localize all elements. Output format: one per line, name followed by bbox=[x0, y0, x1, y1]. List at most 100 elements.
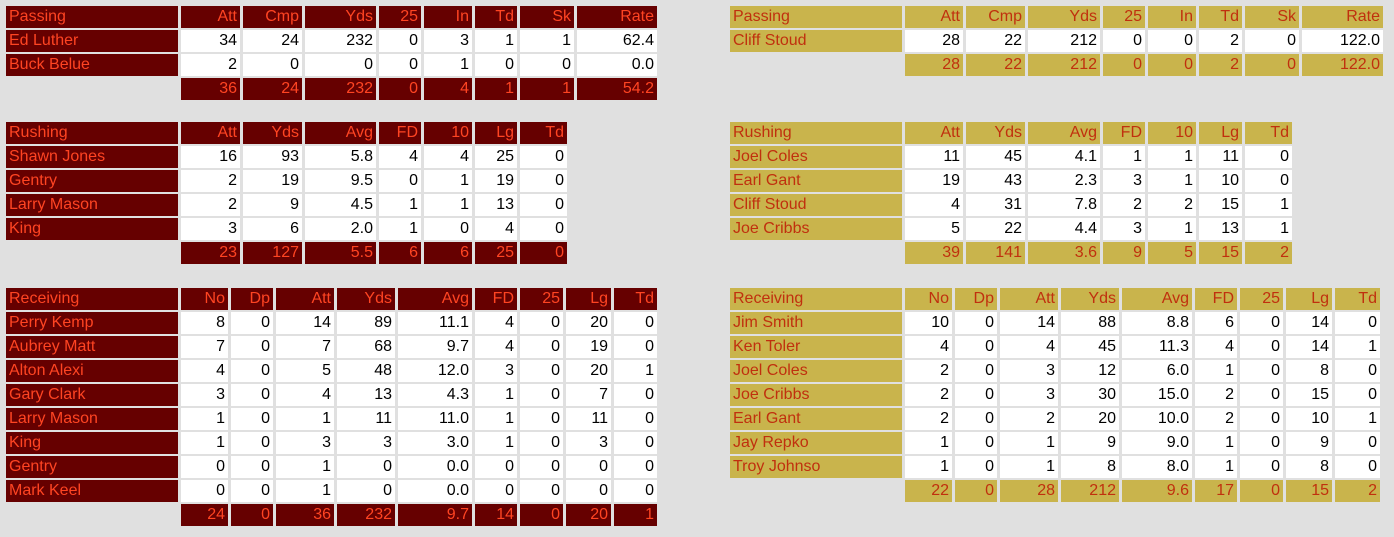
total-cell: 28 bbox=[905, 54, 963, 76]
stat-cell: 1 bbox=[1148, 218, 1196, 240]
stat-cell: 3 bbox=[1000, 360, 1058, 382]
stat-cell: 45 bbox=[966, 146, 1025, 168]
stat-cell: 1 bbox=[181, 408, 228, 430]
stat-cell: 0 bbox=[520, 194, 567, 216]
stat-cell: 0 bbox=[520, 54, 574, 76]
column-header: 25 bbox=[1240, 288, 1283, 310]
total-cell: 0 bbox=[231, 504, 273, 526]
column-header: Td bbox=[614, 288, 657, 310]
total-cell: 2 bbox=[1335, 480, 1380, 502]
player-name: Perry Kemp bbox=[6, 312, 178, 334]
column-header: Lg bbox=[1286, 288, 1332, 310]
stat-cell: 11 bbox=[566, 408, 611, 430]
column-header: In bbox=[424, 6, 472, 28]
stat-cell: 12.0 bbox=[398, 360, 472, 382]
stat-cell: 0 bbox=[955, 336, 997, 358]
totals-row: 23 127 5.5 6 6 25 0 bbox=[6, 242, 567, 264]
player-name: Jay Repko bbox=[730, 432, 902, 454]
section-title: Receiving bbox=[730, 288, 902, 310]
stat-cell: 7 bbox=[566, 384, 611, 406]
right-receiving-table: Receiving No Dp Att Yds Avg FD 25 Lg Td Jim Smith 1… bbox=[727, 286, 1383, 504]
stat-cell: 4 bbox=[424, 146, 472, 168]
stat-cell: 4 bbox=[1195, 336, 1237, 358]
column-header: Yds bbox=[966, 122, 1025, 144]
left-receiving-table: Receiving No Dp Att Yds Avg FD 25 Lg Td Perry Kemp… bbox=[3, 286, 660, 528]
column-header: Avg bbox=[398, 288, 472, 310]
header-row: Rushing Att Yds Avg FD 10 Lg Td bbox=[730, 122, 1292, 144]
section-title: Passing bbox=[730, 6, 902, 28]
stat-cell: 0 bbox=[337, 480, 395, 502]
stat-cell: 0 bbox=[231, 432, 273, 454]
column-header: FD bbox=[475, 288, 517, 310]
stat-cell: 212 bbox=[1028, 30, 1100, 52]
stat-cell: 0.0 bbox=[398, 480, 472, 502]
player-name: Gentry bbox=[6, 456, 178, 478]
stat-cell: 34 bbox=[181, 30, 240, 52]
column-header: Td bbox=[1335, 288, 1380, 310]
column-header: Sk bbox=[1245, 6, 1299, 28]
column-header: 25 bbox=[520, 288, 563, 310]
stat-cell: 11.0 bbox=[398, 408, 472, 430]
stat-cell: 9 bbox=[1286, 432, 1332, 454]
player-row: Larry Mason 1 0 1 11 11.0 1 0 11 0 bbox=[6, 408, 657, 430]
stat-cell: 0 bbox=[231, 384, 273, 406]
total-cell: 24 bbox=[181, 504, 228, 526]
stat-cell: 12 bbox=[1061, 360, 1119, 382]
column-header: Dp bbox=[231, 288, 273, 310]
stat-cell: 45 bbox=[1061, 336, 1119, 358]
total-cell: 0 bbox=[1245, 54, 1299, 76]
totals-spacer bbox=[6, 504, 178, 526]
stat-cell: 1 bbox=[1335, 408, 1380, 430]
stat-cell: 1 bbox=[475, 30, 517, 52]
column-header: Rate bbox=[577, 6, 657, 28]
stat-cell: 43 bbox=[966, 170, 1025, 192]
totals-row: 39 141 3.6 9 5 15 2 bbox=[730, 242, 1292, 264]
section-title: Rushing bbox=[730, 122, 902, 144]
stat-cell: 0 bbox=[1148, 30, 1196, 52]
total-cell: 9.6 bbox=[1122, 480, 1192, 502]
stat-cell: 0 bbox=[955, 408, 997, 430]
stat-cell: 1 bbox=[475, 432, 517, 454]
stat-cell: 2 bbox=[181, 194, 240, 216]
player-name: Joe Cribbs bbox=[730, 384, 902, 406]
player-name: Cliff Stoud bbox=[730, 194, 902, 216]
stat-cell: 0 bbox=[1240, 432, 1283, 454]
stat-cell: 19 bbox=[243, 170, 302, 192]
stat-cell: 1 bbox=[379, 194, 421, 216]
stat-cell: 2 bbox=[905, 360, 952, 382]
total-cell: 0 bbox=[1148, 54, 1196, 76]
total-cell: 9.7 bbox=[398, 504, 472, 526]
section-title: Rushing bbox=[6, 122, 178, 144]
stat-cell: 0 bbox=[1240, 336, 1283, 358]
player-row: King 3 6 2.0 1 0 4 0 bbox=[6, 218, 567, 240]
stat-cell: 4.1 bbox=[1028, 146, 1100, 168]
column-header: Sk bbox=[520, 6, 574, 28]
player-row: Joel Coles 11 45 4.1 1 1 11 0 bbox=[730, 146, 1292, 168]
stat-cell: 0 bbox=[379, 30, 421, 52]
player-row: Joe Cribbs 5 22 4.4 3 1 13 1 bbox=[730, 218, 1292, 240]
player-name: Larry Mason bbox=[6, 194, 178, 216]
stat-cell: 19 bbox=[475, 170, 517, 192]
stat-cell: 11 bbox=[337, 408, 395, 430]
stat-cell: 0 bbox=[1245, 146, 1292, 168]
stat-cell: 0 bbox=[1240, 408, 1283, 430]
stat-cell: 5 bbox=[905, 218, 963, 240]
player-name: King bbox=[6, 218, 178, 240]
stat-cell: 1 bbox=[1195, 360, 1237, 382]
total-cell: 39 bbox=[905, 242, 963, 264]
stat-cell: 6.0 bbox=[1122, 360, 1192, 382]
stat-cell: 93 bbox=[243, 146, 302, 168]
stat-cell: 8 bbox=[1061, 456, 1119, 478]
column-header: Td bbox=[1199, 6, 1242, 28]
stat-cell: 3 bbox=[566, 432, 611, 454]
stat-cell: 9 bbox=[1061, 432, 1119, 454]
player-name: Jim Smith bbox=[730, 312, 902, 334]
stat-cell: 1 bbox=[276, 480, 334, 502]
stat-cell: 10 bbox=[905, 312, 952, 334]
stat-cell: 0 bbox=[520, 384, 563, 406]
totals-row: 24 0 36 232 9.7 14 0 20 1 bbox=[6, 504, 657, 526]
stat-cell: 2 bbox=[181, 170, 240, 192]
total-cell: 1 bbox=[475, 78, 517, 100]
total-cell: 24 bbox=[243, 78, 302, 100]
player-row: Buck Belue 2 0 0 0 1 0 0 0.0 bbox=[6, 54, 657, 76]
